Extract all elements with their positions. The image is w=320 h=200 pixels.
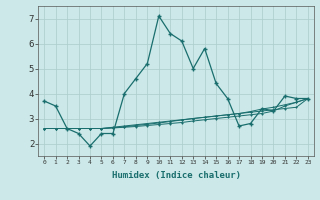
X-axis label: Humidex (Indice chaleur): Humidex (Indice chaleur) [111, 171, 241, 180]
